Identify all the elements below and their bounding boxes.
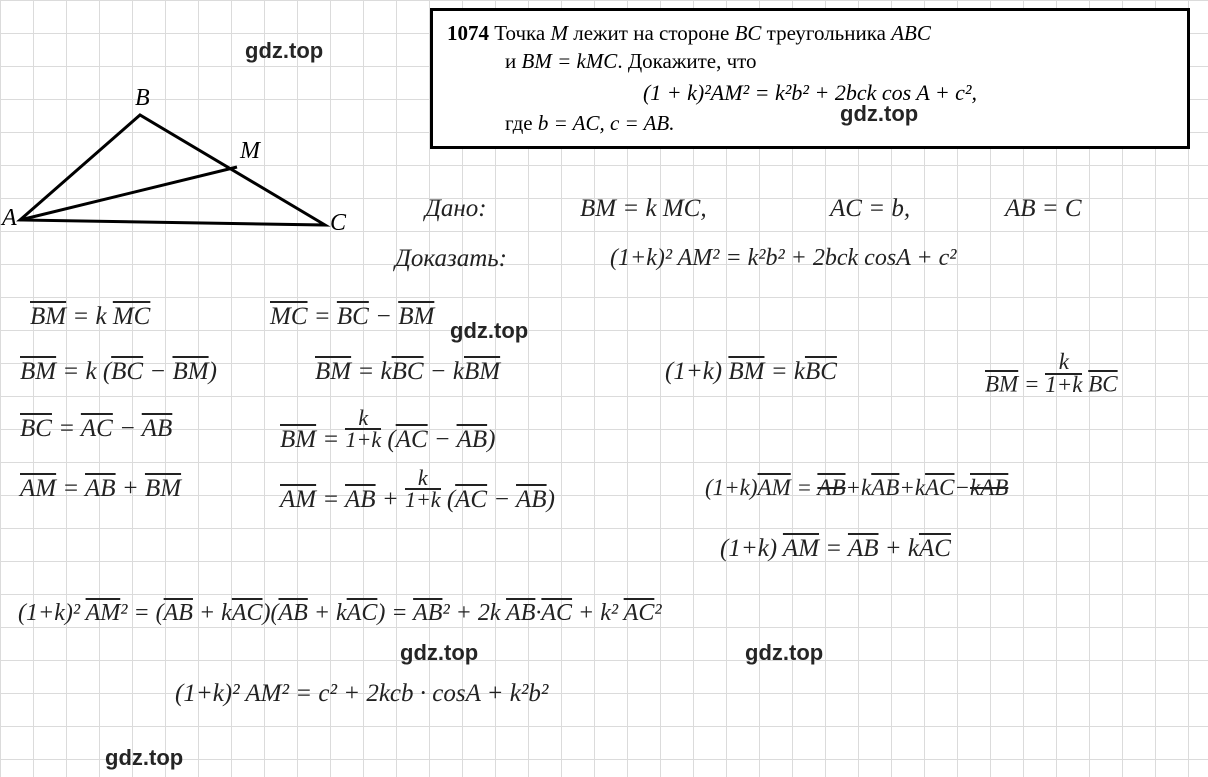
proof-r2c1: BM = k (BC − BM): [20, 358, 217, 386]
text: где: [505, 111, 538, 135]
var: BC: [735, 21, 762, 45]
var: ABC: [891, 21, 931, 45]
proof-r5c3: (1+k) AM = AB + kAC: [720, 535, 951, 563]
problem-statement-box: 1074 Точка M лежит на стороне BC треугол…: [430, 8, 1190, 149]
text: Точка: [494, 21, 550, 45]
proof-r3c1: BC = AC − AB: [20, 415, 172, 443]
proof-r4c2: AM = AB + k1+k (AC − AB): [280, 468, 555, 514]
dokazat-eq: (1+k)² AM² = k²b² + 2bck cosA + c²: [610, 245, 956, 272]
watermark: gdz.top: [450, 318, 528, 344]
vertex-M: M: [240, 138, 260, 165]
problem-line-4: где b = AC, c = AB.: [447, 109, 1173, 137]
dano-eq2: AC = b,: [830, 195, 910, 223]
proof-r1c1: BM = k MC: [30, 303, 150, 331]
text: лежит на стороне: [568, 21, 735, 45]
var: M: [550, 21, 568, 45]
proof-r2c4: BM = k1+k BC: [985, 352, 1118, 398]
problem-line-1: 1074 Точка M лежит на стороне BC треугол…: [447, 19, 1173, 47]
vertex-A: A: [2, 205, 17, 232]
problem-number: 1074: [447, 21, 489, 45]
proof-r2c2: BM = kBC − kBM: [315, 358, 500, 386]
var: BM = kMC: [522, 49, 618, 73]
text: треугольника: [761, 21, 891, 45]
vertex-C: C: [330, 210, 346, 237]
proof-r1c2: MC = BC − BM: [270, 303, 434, 331]
triangle-figure: A B C M: [10, 100, 350, 260]
dano-eq3: AB = C: [1005, 195, 1082, 223]
text: и: [505, 49, 522, 73]
dano-eq1: BM = k MC,: [580, 195, 707, 223]
proof-r7: (1+k)² AM² = c² + 2kcb · cosA + k²b²: [175, 680, 548, 708]
watermark: gdz.top: [745, 640, 823, 666]
triangle-svg: [10, 100, 350, 260]
text: . Докажите, что: [617, 49, 756, 73]
var: b = AC, c = AB.: [538, 111, 675, 135]
dano-label: Дано:: [425, 195, 487, 223]
proof-r3c2: BM = k1+k (AC − AB): [280, 408, 495, 454]
vertex-B: B: [135, 85, 150, 112]
watermark: gdz.top: [105, 745, 183, 771]
watermark: gdz.top: [400, 640, 478, 666]
watermark: gdz.top: [840, 101, 918, 127]
proof-r6: (1+k)² AM² = (AB + kAC)(AB + kAC) = AB² …: [18, 600, 662, 627]
dokazat-label: Доказать:: [395, 245, 507, 273]
problem-formula: (1 + k)²AM² = k²b² + 2bck cos A + c²,: [447, 78, 1173, 108]
proof-r4c3: (1+k)AM = AB+kAB+kAC−kAB: [705, 475, 1008, 501]
proof-r4c1: AM = AB + BM: [20, 475, 181, 503]
proof-r2c3: (1+k) BM = kBC: [665, 358, 837, 386]
problem-line-2: и BM = kMC. Докажите, что: [447, 47, 1173, 75]
watermark: gdz.top: [245, 38, 323, 64]
